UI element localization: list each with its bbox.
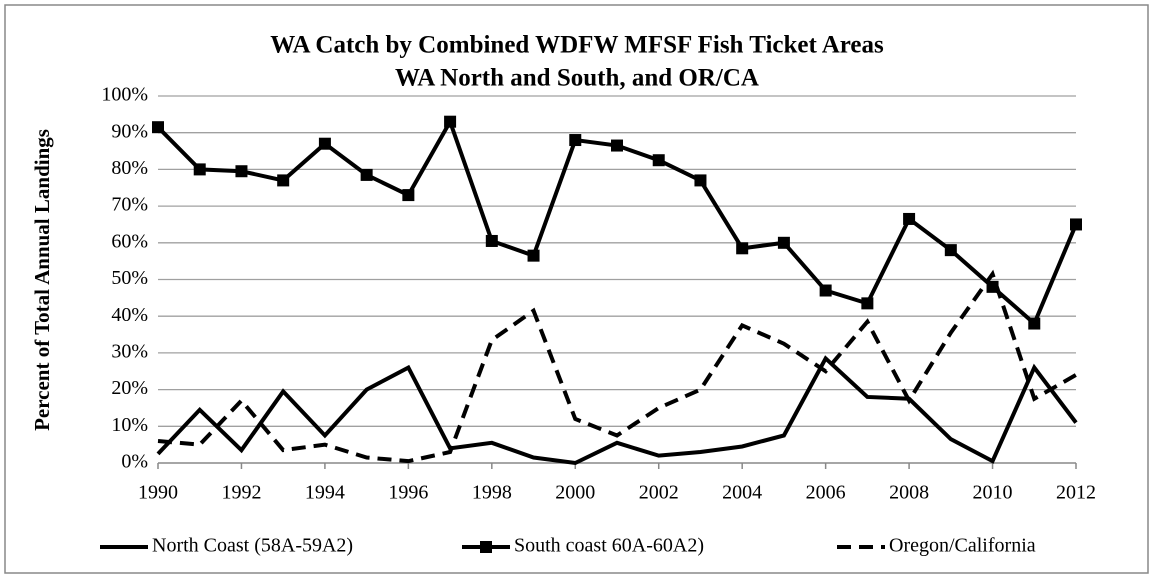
x-tick-label: 2010 [973,482,1013,504]
y-tick-label: 80% [111,157,148,179]
series-line [157,269,1077,464]
legend-label: North Coast (58A-59A2) [152,535,353,557]
y-tick-label: 30% [111,340,148,362]
point-marker [444,115,457,128]
point-marker [318,137,331,150]
y-tick-label: 50% [111,267,148,289]
legend-label: Oregon/California [889,535,1036,557]
point-marker [611,139,623,152]
chart-subtitle: WA North and South, and OR/CA [395,65,759,92]
point-marker [1028,317,1041,330]
point-marker [986,280,999,293]
point-marker [903,212,916,225]
x-tick-label: 1990 [138,482,178,504]
point-marker [819,284,832,297]
point-marker [235,165,248,178]
series-line [156,355,1078,466]
y-axis-label: Percent of Total Annual Landings [30,129,54,431]
y-tick-label: 70% [111,194,148,216]
x-tick-label: 2000 [555,482,595,504]
point-marker [777,236,790,249]
x-tick-label: 2006 [806,482,846,504]
x-tick-label: 1992 [221,482,261,504]
point-marker [193,163,206,176]
point-marker [694,174,707,187]
point-marker [944,244,957,257]
x-tick-label: 2012 [1056,482,1096,504]
legend-marker [480,541,492,553]
y-tick-label: 40% [111,304,148,326]
y-tick-label: 100% [101,84,148,106]
x-tick-label: 1994 [305,482,345,504]
point-marker [527,249,540,262]
chart-title: WA Catch by Combined WDFW MFSF Fish Tick… [270,32,884,59]
y-tick-label: 0% [121,451,148,473]
point-marker [152,121,164,134]
x-tick-label: 2004 [722,482,762,504]
y-tick-label: 60% [111,230,148,252]
point-marker [861,297,874,310]
point-marker [402,189,415,202]
point-marker [485,234,498,247]
x-tick-label: 1998 [472,482,512,504]
y-tick-label: 90% [111,120,148,142]
x-tick-label: 2002 [639,482,679,504]
point-marker [652,154,665,167]
point-marker [277,174,290,187]
y-tick-label: 10% [111,414,148,436]
legend-label: South coast 60A-60A2) [514,535,704,557]
point-marker [1070,218,1082,231]
chart-border [4,4,1149,574]
point-marker [569,134,582,147]
x-tick-label: 1996 [388,482,428,504]
y-tick-label: 20% [111,377,148,399]
point-marker [736,242,749,255]
x-tick-label: 2008 [889,482,929,504]
point-marker [360,168,373,181]
